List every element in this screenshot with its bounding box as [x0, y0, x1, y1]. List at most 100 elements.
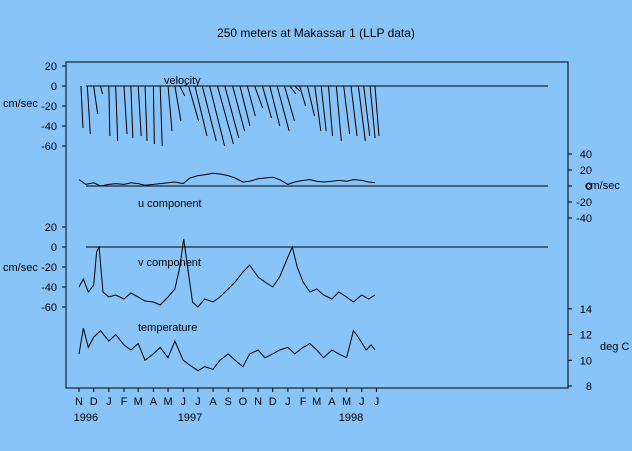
- y-tick-label: 0: [586, 181, 592, 193]
- velocity-stick: [320, 85, 327, 132]
- velocity-stick: [269, 85, 281, 127]
- velocity-stick: [335, 85, 342, 142]
- panel-velocity: 20 0 -20 -40 -60 cm/sec velocity: [3, 61, 548, 153]
- velocity-stick: [201, 85, 217, 142]
- series-line-u: [78, 172, 376, 187]
- velocity-stick: [108, 85, 111, 137]
- y-tick-label: -40: [41, 282, 57, 294]
- x-tick-label: J: [106, 396, 112, 408]
- velocity-stick: [343, 85, 351, 135]
- y-tick-label: -60: [41, 302, 57, 314]
- x-tick-label: J: [285, 396, 291, 408]
- velocity-stick: [100, 85, 104, 95]
- panel-t: 14 12 10 8 deg C temperature: [78, 304, 629, 393]
- x-tick-label: M: [134, 396, 143, 408]
- y-tick-label: 0: [51, 242, 57, 254]
- y-tick-label: -40: [576, 213, 592, 225]
- panel-v: 20 0 -20 -40 -60 cm/sec v component: [3, 222, 548, 314]
- x-tick-label: M: [312, 396, 321, 408]
- y-tick-label: 10: [580, 355, 592, 367]
- velocity-stick: [144, 85, 148, 142]
- x-tick-label: S: [225, 396, 232, 408]
- series-label-velocity: velocity: [164, 75, 201, 87]
- velocity-stick: [93, 85, 99, 115]
- x-tick-label: A: [150, 396, 158, 408]
- x-tick-label: J: [195, 396, 201, 408]
- velocity-stick: [374, 85, 380, 137]
- velocity-stick: [276, 85, 290, 132]
- series-label-v: v component: [138, 257, 201, 269]
- x-tick-label: F: [121, 396, 128, 408]
- y-axis-label: cm/sec: [3, 262, 38, 274]
- x-year-label: 1997: [178, 412, 202, 424]
- y-tick-label: 14: [580, 304, 592, 316]
- velocity-stick: [159, 85, 163, 147]
- x-year-label: 1998: [339, 412, 363, 424]
- series-line-v: [78, 238, 376, 308]
- velocity-stick: [152, 85, 155, 145]
- y-tick-label: -20: [576, 197, 592, 209]
- velocity-stick: [350, 85, 358, 137]
- y-tick-label: 12: [580, 330, 592, 342]
- x-year-label: 1996: [74, 412, 98, 424]
- y-tick-label: -60: [41, 141, 57, 153]
- x-tick-label: J: [374, 396, 380, 408]
- velocity-stick: [314, 85, 322, 132]
- velocity-stick: [254, 85, 264, 109]
- velocity-stick: [306, 85, 315, 117]
- series-label-t: temperature: [138, 322, 197, 334]
- velocity-stick: [283, 85, 295, 122]
- velocity-stick: [299, 85, 307, 107]
- y-tick-label: 0: [51, 81, 57, 93]
- x-tick-label: D: [90, 396, 98, 408]
- series-line-t: [78, 327, 376, 372]
- velocity-stick: [174, 85, 182, 122]
- velocity-stick: [183, 83, 188, 87]
- y-tick-label: 20: [580, 165, 592, 177]
- velocity-stick: [86, 85, 91, 135]
- x-tick-label: F: [300, 396, 307, 408]
- y-axis-label: deg C: [600, 341, 629, 353]
- velocity-stick: [188, 85, 200, 122]
- velocity-stick: [294, 85, 301, 92]
- velocity-stick: [239, 85, 251, 127]
- chart-title: 250 meters at Makassar 1 (LLP data): [217, 26, 415, 40]
- y-tick-label: -20: [41, 101, 57, 113]
- velocity-stick: [115, 85, 119, 142]
- velocity-stick: [167, 85, 173, 132]
- velocity-stick: [209, 85, 226, 147]
- velocity-stick: [327, 85, 333, 137]
- velocity-stick: [363, 85, 371, 137]
- velocity-stick: [261, 85, 272, 119]
- x-tick-label: N: [254, 396, 262, 408]
- x-tick-label: A: [209, 396, 217, 408]
- y-tick-label: -40: [41, 121, 57, 133]
- y-tick-label: 20: [45, 222, 57, 234]
- x-tick-label: J: [359, 396, 365, 408]
- x-tick-label: O: [239, 396, 248, 408]
- velocity-stick: [246, 85, 256, 117]
- y-tick-label: 8: [586, 381, 592, 393]
- velocity-stick: [123, 85, 128, 135]
- y-tick-label: 40: [580, 149, 592, 161]
- panels-layer: 200-20-40-60cm/secvelocity40200-20-40cm/…: [3, 61, 629, 393]
- velocity-stick: [137, 85, 142, 137]
- velocity-stick: [179, 85, 186, 97]
- velocity-stick: [130, 85, 134, 139]
- x-tick-label: J: [180, 396, 186, 408]
- x-tick-label: M: [163, 396, 172, 408]
- velocity-stick: [224, 85, 240, 139]
- x-tick-label: M: [342, 396, 351, 408]
- velocity-stick: [369, 85, 376, 139]
- velocity-stick: [216, 85, 234, 145]
- velocity-stick: [194, 85, 208, 137]
- velocity-stick: [232, 85, 246, 132]
- velocity-stick: [357, 85, 366, 142]
- series-label-u: u component: [138, 198, 202, 210]
- x-tick-label: D: [269, 396, 277, 408]
- y-axis-label: cm/sec: [585, 180, 620, 192]
- x-tick-label: A: [328, 396, 336, 408]
